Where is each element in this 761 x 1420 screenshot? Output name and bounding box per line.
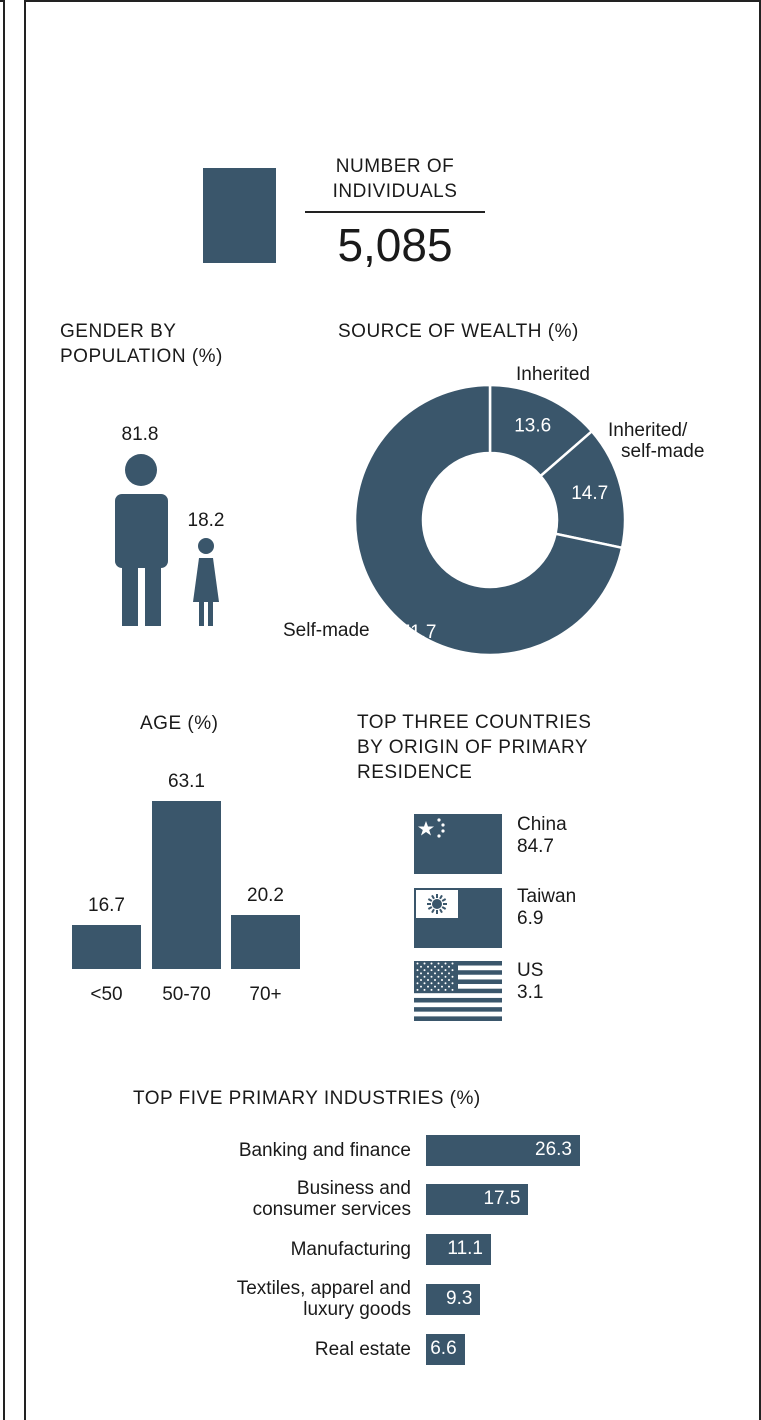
age-category-0: <50 xyxy=(90,984,123,1005)
industry-label-3-0: Textiles, apparel and xyxy=(236,1278,411,1299)
industry-value-2: 11.1 xyxy=(447,1238,483,1259)
summary-square-icon xyxy=(203,168,276,263)
industry-value-4: 6.6 xyxy=(430,1338,457,1359)
taiwan-flag-icon xyxy=(414,888,502,948)
age-title: AGE (%) xyxy=(140,713,219,734)
country-value-us: 3.1 xyxy=(517,982,544,1003)
industries-bar-chart: 26.3 Banking and finance 17.5 Business and c… xyxy=(0,1120,761,1380)
industry-label-0-0: Banking and finance xyxy=(238,1139,411,1161)
wealth-value-0: 13.6 xyxy=(514,415,551,436)
left-frame-border xyxy=(0,0,5,1420)
main-frame-border xyxy=(24,0,761,1420)
age-category-2: 70+ xyxy=(249,984,282,1005)
country-value-china: 84.7 xyxy=(517,836,554,857)
wealth-label-inherited: Inherited xyxy=(516,364,590,385)
age-bar-1 xyxy=(152,801,221,969)
industry-bar-0 xyxy=(426,1134,580,1166)
gender-value-male: 81.8 xyxy=(121,424,159,445)
countries-title-line1: TOP THREE COUNTRIES xyxy=(357,712,592,733)
industry-label-1-0: Business and xyxy=(296,1178,411,1199)
age-category-1: 50-70 xyxy=(162,984,211,1005)
age-value-2: 20.2 xyxy=(247,885,284,907)
wealth-label-mixed-line1: Inherited/ xyxy=(608,420,688,441)
wealth-slice-selfmade xyxy=(353,383,624,657)
industry-value-0: 26.3 xyxy=(535,1139,572,1160)
summary-title-line2: INDIVIDUALS xyxy=(332,181,458,202)
summary-divider xyxy=(305,211,485,213)
industry-label-2-0: Manufacturing xyxy=(290,1238,411,1260)
summary-title-line1: NUMBER OF xyxy=(335,156,455,177)
age-bar-0 xyxy=(72,924,141,969)
country-name-taiwan: Taiwan xyxy=(517,886,577,907)
woman-icon xyxy=(193,538,219,626)
wealth-donut-chart: 13.6 14.7 71.7 xyxy=(353,383,627,657)
china-flag-icon xyxy=(414,814,502,874)
age-value-1: 63.1 xyxy=(168,771,205,792)
country-value-taiwan: 6.9 xyxy=(517,908,544,929)
age-value-0: 16.7 xyxy=(88,894,125,916)
age-bar-chart: 16.7 <50 63.1 50-70 20.2 70+ xyxy=(60,740,320,1010)
industry-label-1-1: consumer services xyxy=(252,1199,411,1220)
industry-value-3: 9.3 xyxy=(446,1288,473,1309)
countries-title-line3: RESIDENCE xyxy=(357,762,473,783)
summary-value: 5,085 xyxy=(337,219,453,271)
wealth-label-mixed-line2: self-made xyxy=(621,441,705,462)
industry-bar-3 xyxy=(426,1283,481,1315)
wealth-title: SOURCE OF WEALTH (%) xyxy=(338,321,579,342)
gender-title-line1: GENDER BY xyxy=(60,321,177,342)
industry-bar-1 xyxy=(426,1183,529,1215)
industry-bar-4 xyxy=(426,1333,465,1365)
industry-value-1: 17.5 xyxy=(483,1188,521,1209)
industries-title: TOP FIVE PRIMARY INDUSTRIES (%) xyxy=(133,1088,481,1109)
wealth-value-1: 14.7 xyxy=(571,483,608,504)
country-name-china: China xyxy=(517,814,567,835)
industry-label-3-1: luxury goods xyxy=(303,1299,411,1320)
country-name-us: US xyxy=(517,960,544,981)
man-icon xyxy=(115,454,168,626)
industry-label-4-0: Real estate xyxy=(314,1338,411,1360)
age-bar-2 xyxy=(231,915,300,969)
industry-bar-2 xyxy=(426,1233,491,1265)
gender-value-female: 18.2 xyxy=(187,510,225,531)
wealth-value-2: 71.7 xyxy=(400,622,437,643)
gender-title-line2: POPULATION (%) xyxy=(60,346,223,367)
wealth-label-selfmade: Self-made xyxy=(283,620,370,641)
us-flag-icon xyxy=(414,961,502,1021)
countries-title-line2: BY ORIGIN OF PRIMARY xyxy=(357,737,589,758)
